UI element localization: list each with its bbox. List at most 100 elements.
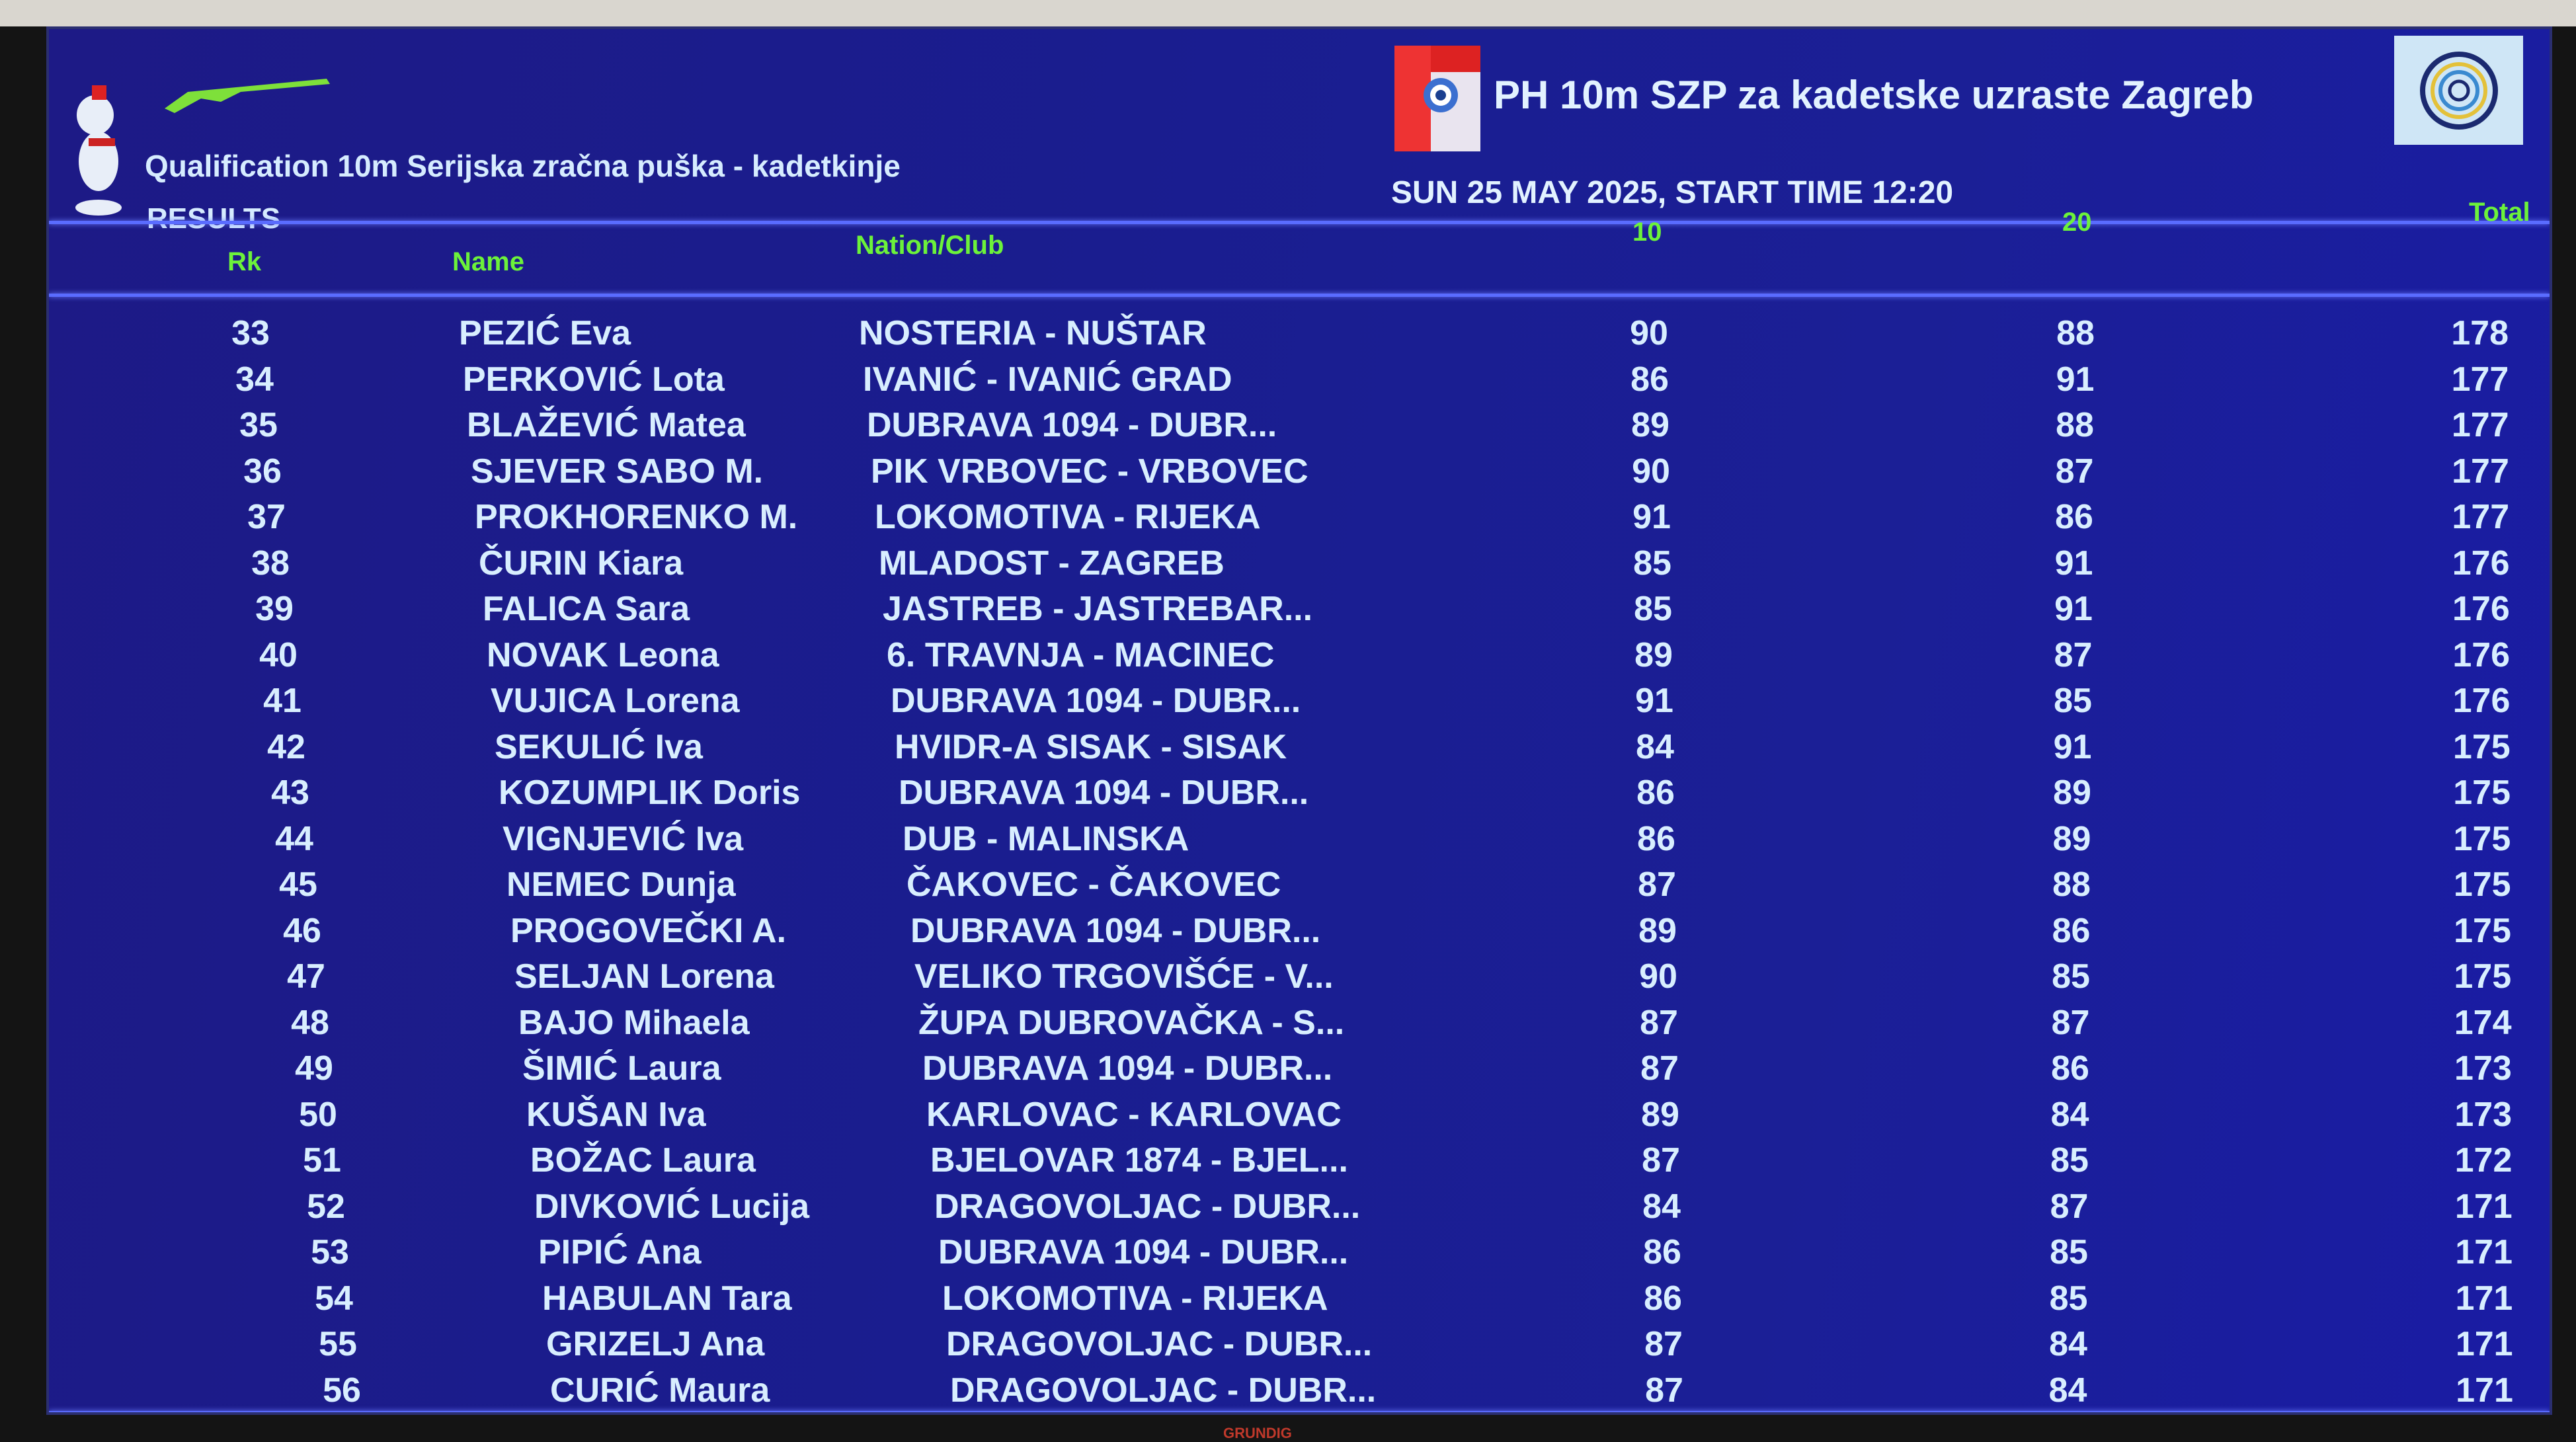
name-cell: PEZIĆ Eva xyxy=(459,314,631,352)
name-cell: KOZUMPLIK Doris xyxy=(499,774,801,812)
table-row: 34 PERKOVIĆ Lota IVANIĆ - IVANIĆ GRAD 86 91 1… xyxy=(49,360,2550,405)
score-10-cell: 86 xyxy=(1630,360,1669,399)
score-20-cell: 87 xyxy=(2054,635,2093,674)
table-row: 48 BAJO Mihaela ŽUPA DUBROVAČKA - S... 87 87… xyxy=(49,1003,2550,1049)
header-divider xyxy=(49,221,2550,224)
total-cell: 177 xyxy=(2451,406,2509,444)
total-cell: 173 xyxy=(2454,1095,2513,1134)
score-10-cell: 85 xyxy=(1633,543,1671,582)
total-cell: 172 xyxy=(2454,1141,2513,1180)
rank-cell: 51 xyxy=(303,1141,341,1180)
score-20-cell: 85 xyxy=(2049,1279,2088,1318)
club-cell: DRAGOVOLJAC - DUBR... xyxy=(934,1187,1361,1226)
score-10-cell: 84 xyxy=(1636,727,1674,766)
score-10-cell: 90 xyxy=(1632,452,1670,491)
name-cell: SEKULIĆ Iva xyxy=(495,727,703,766)
table-row: 42 SEKULIĆ Iva HVIDR-A SISAK - SISAK 84 91 17… xyxy=(49,727,2550,773)
rank-cell: 35 xyxy=(239,406,278,444)
score-10-cell: 87 xyxy=(1638,865,1676,904)
rank-cell: 34 xyxy=(235,360,274,399)
name-cell: ČURIN Kiara xyxy=(479,543,684,582)
score-20-cell: 87 xyxy=(2050,1187,2089,1226)
total-cell: 175 xyxy=(2454,957,2512,996)
score-20-cell: 86 xyxy=(2055,498,2093,536)
score-20-cell: 91 xyxy=(2056,360,2095,399)
club-cell: DRAGOVOLJAC - DUBR... xyxy=(950,1371,1377,1410)
name-cell: VIGNJEVIĆ Iva xyxy=(503,819,744,858)
score-20-cell: 87 xyxy=(2051,1003,2090,1042)
table-row: 50 KUŠAN Iva KARLOVAC - KARLOVAC 89 84 173 xyxy=(49,1095,2550,1141)
total-cell: 171 xyxy=(2456,1371,2513,1410)
total-cell: 173 xyxy=(2454,1049,2512,1088)
score-20-cell: 85 xyxy=(2050,1233,2088,1271)
event-title: PH 10m SZP za kadetske uzraste Zagreb xyxy=(1494,73,2254,117)
score-20-cell: 85 xyxy=(2052,957,2090,996)
total-cell: 177 xyxy=(2452,498,2510,536)
score-10-cell: 85 xyxy=(1634,590,1672,628)
table-row: 43 KOZUMPLIK Doris DUBRAVA 1094 - DUBR... 8… xyxy=(49,773,2550,819)
column-header-total: Total xyxy=(2469,198,2530,227)
rifle-icon xyxy=(165,79,330,113)
target-logo-icon xyxy=(2419,51,2498,130)
name-cell: PROGOVEČKI A. xyxy=(510,911,787,950)
mascot-logo-icon xyxy=(75,85,122,216)
name-cell: FALICA Sara xyxy=(483,590,690,628)
rank-cell: 48 xyxy=(291,1003,329,1042)
tv-brand-logo: GRUNDIG xyxy=(1223,1425,1292,1441)
rank-cell: 45 xyxy=(279,865,317,904)
score-20-cell: 85 xyxy=(2054,682,2092,720)
score-20-cell: 86 xyxy=(2051,1049,2089,1088)
table-row: 52 DIVKOVIĆ Lucija DRAGOVOLJAC - DUBR... 84… xyxy=(49,1187,2550,1232)
rank-cell: 50 xyxy=(299,1095,337,1134)
score-10-cell: 86 xyxy=(1636,774,1675,812)
total-cell: 176 xyxy=(2452,635,2511,674)
score-10-cell: 91 xyxy=(1632,498,1671,536)
club-cell: DUBRAVA 1094 - DUBR... xyxy=(910,911,1321,950)
name-cell: BAJO Mihaela xyxy=(518,1003,750,1042)
shooting-federation-logo xyxy=(2394,36,2523,145)
table-row: 38 ČURIN Kiara MLADOST - ZAGREB 85 91 176 xyxy=(49,543,2550,589)
event-subtitle: Qualification 10m Serijska zračna puška … xyxy=(145,149,901,183)
name-cell: KUŠAN Iva xyxy=(526,1095,706,1134)
results-screen: Qualification 10m Serijska zračna puška … xyxy=(46,26,2552,1415)
rank-cell: 42 xyxy=(267,727,305,766)
total-cell: 176 xyxy=(2452,682,2511,720)
column-header-club: Nation/Club xyxy=(856,231,1004,260)
column-header-name: Name xyxy=(452,247,524,276)
score-10-cell: 87 xyxy=(1645,1371,1683,1410)
club-cell: DUBRAVA 1094 - DUBR... xyxy=(891,682,1301,720)
score-10-cell: 87 xyxy=(1640,1003,1678,1042)
name-cell: SJEVER SABO M. xyxy=(471,452,764,491)
table-row: 49 ŠIMIĆ Laura DUBRAVA 1094 - DUBR... 87 86 1… xyxy=(49,1049,2550,1094)
score-10-cell: 86 xyxy=(1643,1233,1681,1271)
name-cell: NEMEC Dunja xyxy=(506,865,736,904)
total-cell: 176 xyxy=(2452,590,2510,628)
table-row: 53 PIPIĆ Ana DUBRAVA 1094 - DUBR... 86 85 171 xyxy=(49,1232,2550,1278)
score-20-cell: 89 xyxy=(2052,819,2091,858)
name-cell: NOVAK Leona xyxy=(487,635,719,674)
score-10-cell: 87 xyxy=(1642,1141,1680,1180)
federation-flag-icon xyxy=(1394,46,1480,151)
score-20-cell: 91 xyxy=(2054,543,2093,582)
total-cell: 175 xyxy=(2454,911,2511,950)
name-cell: HABULAN Tara xyxy=(542,1279,792,1318)
score-10-cell: 86 xyxy=(1637,819,1675,858)
club-cell: DUB - MALINSKA xyxy=(903,819,1189,858)
score-20-cell: 86 xyxy=(2052,911,2091,950)
score-10-cell: 87 xyxy=(1644,1325,1683,1363)
total-cell: 176 xyxy=(2452,543,2510,582)
name-cell: VUJICA Lorena xyxy=(491,682,740,720)
name-cell: ŠIMIĆ Laura xyxy=(522,1049,721,1088)
score-20-cell: 85 xyxy=(2050,1141,2089,1180)
score-20-cell: 84 xyxy=(2049,1325,2087,1363)
table-row: 44 VIGNJEVIĆ Iva DUB - MALINSKA 86 89 175 xyxy=(49,819,2550,865)
score-20-cell: 88 xyxy=(2052,865,2091,904)
rank-cell: 44 xyxy=(275,819,313,858)
score-10-cell: 89 xyxy=(1634,635,1673,674)
rank-cell: 40 xyxy=(259,635,298,674)
club-cell: KARLOVAC - KARLOVAC xyxy=(926,1095,1342,1134)
club-cell: BJELOVAR 1874 - BJEL... xyxy=(930,1141,1348,1180)
score-10-cell: 90 xyxy=(1639,957,1677,996)
club-cell: DUBRAVA 1094 - DUBR... xyxy=(867,406,1277,444)
rank-cell: 46 xyxy=(283,911,321,950)
